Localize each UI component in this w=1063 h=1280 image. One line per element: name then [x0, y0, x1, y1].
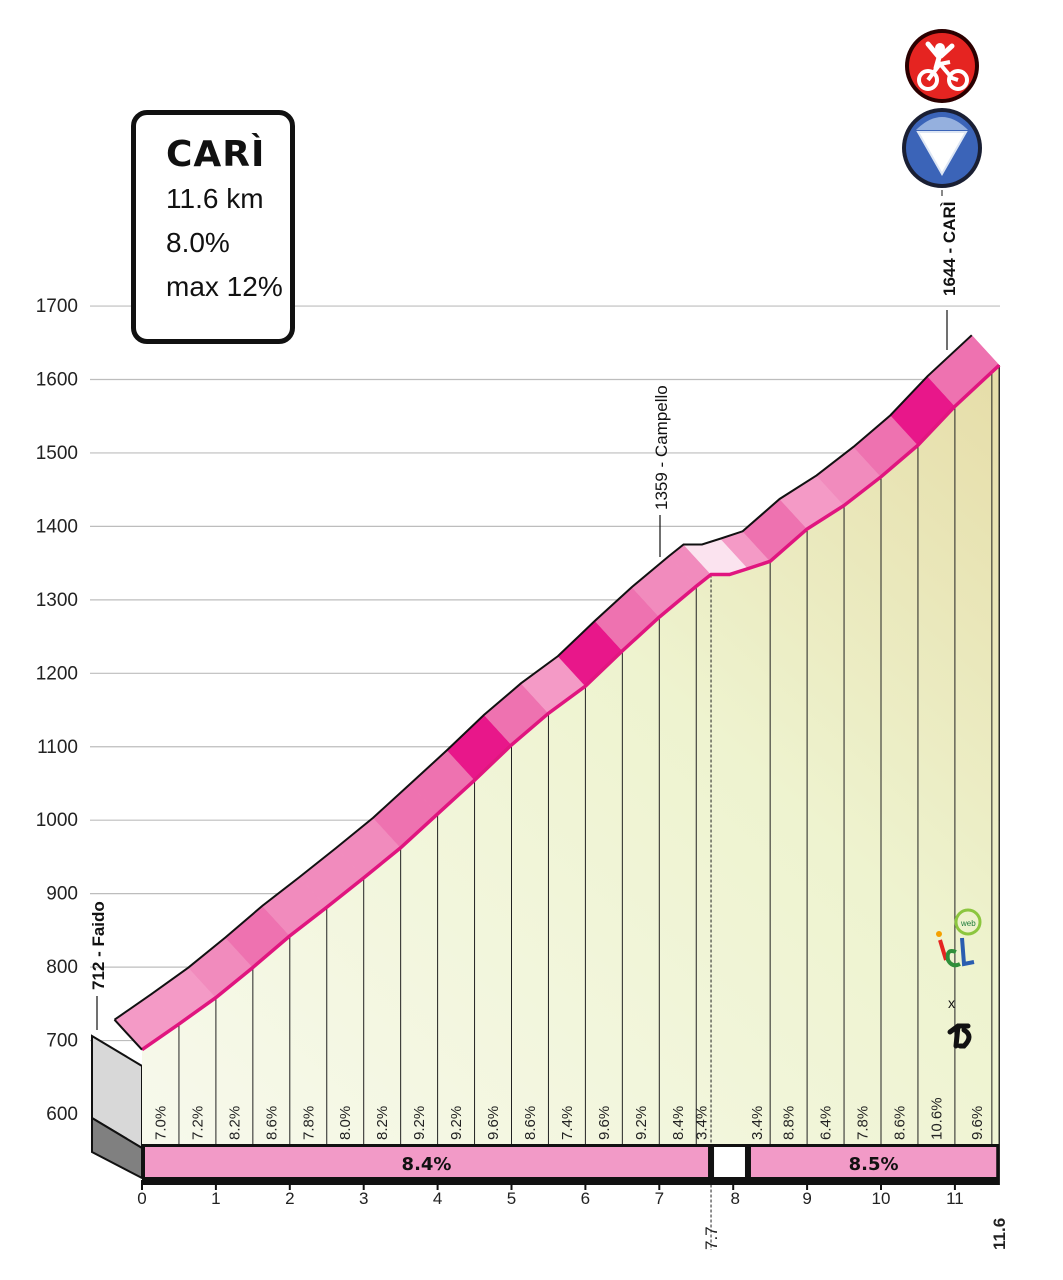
x-tick-label: 0	[137, 1189, 146, 1208]
x-tick-label: 4	[433, 1189, 442, 1208]
x-tick-label: 10	[872, 1189, 891, 1208]
climb-name: CARÌ	[166, 134, 266, 175]
gradient-label: 9.2%	[411, 1106, 428, 1140]
y-tick-label: 600	[46, 1104, 78, 1125]
gradient-label: 7.8%	[300, 1106, 317, 1140]
x-tick-label: 2	[285, 1189, 294, 1208]
gradient-label: 7.8%	[855, 1106, 872, 1140]
climb-info-box: CARÌ 11.6 km 8.0% max 12%	[131, 110, 295, 344]
gradient-label: 6.4%	[818, 1106, 835, 1140]
y-tick-label: 1700	[36, 296, 78, 317]
y-tick-label: 1300	[36, 590, 78, 611]
x-axis: 0 1 2 3 4 5 6 7 8 9 10 11 7.7 11.6	[137, 1180, 1009, 1250]
x-extra-label: 7.7	[702, 1226, 721, 1250]
gradient-label: 8.4%	[670, 1106, 687, 1140]
x-tick-label: 11	[946, 1189, 964, 1208]
climb-max-gradient: max 12%	[166, 271, 283, 302]
base-block	[91, 1034, 143, 1180]
y-tick-label: 1100	[37, 737, 78, 758]
avg-bar-label: 8.5%	[849, 1154, 899, 1175]
gradient-label: 3.4%	[694, 1106, 711, 1140]
x-tick-label: 7	[655, 1189, 664, 1208]
x-tick-label: 9	[802, 1189, 811, 1208]
gradient-label: 8.8%	[781, 1106, 798, 1140]
profile-area	[142, 365, 1000, 1144]
fd-x-cl-web-logo: web x	[936, 908, 982, 1049]
svg-text:web: web	[960, 919, 976, 928]
gradient-label: 8.6%	[522, 1106, 539, 1140]
y-tick-label: 1500	[36, 443, 78, 464]
profile-fill	[142, 365, 1000, 1144]
summit-triangle-icon	[902, 108, 982, 188]
place-annotations: 712 - Faido 1359 - Campello 1644 - CARÌ	[89, 190, 959, 1030]
x-extra-label: 11.6	[990, 1218, 1009, 1250]
gradient-label: 9.6%	[485, 1106, 502, 1140]
y-tick-label: 1600	[36, 370, 78, 391]
climb-length: 11.6 km	[166, 183, 264, 214]
gradient-label: 10.6%	[928, 1097, 945, 1140]
x-tick-label: 1	[211, 1189, 220, 1208]
ribbon-start-edge	[113, 1019, 143, 1051]
gradient-label: 9.6%	[969, 1106, 986, 1140]
y-tick-label: 1200	[36, 663, 78, 684]
gradient-label: 8.6%	[891, 1106, 908, 1140]
place-label-campello: 1359 - Campello	[652, 385, 671, 510]
place-label-faido: 712 - Faido	[89, 901, 108, 990]
avg-bar	[750, 1147, 997, 1177]
profile-ribbon	[113, 334, 1001, 1052]
gradient-label: 8.2%	[226, 1106, 243, 1140]
y-tick-label: 900	[46, 884, 78, 905]
gradient-labels: 7.0% 7.2% 8.2% 8.6% 7.8% 8.0% 8.2% 9.2% 9.2% 9.6%…	[152, 1097, 986, 1140]
gradient-label: 7.4%	[559, 1106, 576, 1140]
gradient-label: 9.2%	[448, 1106, 465, 1140]
y-tick-label: 1000	[36, 810, 78, 831]
y-tick-label: 800	[46, 957, 78, 978]
section-average-bars: 8.4% 8.5%	[142, 1144, 1000, 1180]
x-tick-label: 8	[730, 1189, 739, 1208]
ribbon-bottom-edge	[141, 363, 1001, 1052]
gradient-label: 9.2%	[633, 1106, 650, 1140]
climb-avg-gradient: 8.0%	[166, 227, 230, 258]
ribbon-top-edge	[113, 334, 973, 1021]
gradient-label: 8.6%	[263, 1106, 280, 1140]
x-tick-label: 6	[581, 1189, 590, 1208]
y-axis: 600 700 800 900 1000 1100 1200 1300 1400 1500 1600…	[36, 296, 78, 1125]
avg-bar-label: 8.4%	[402, 1154, 452, 1175]
gradient-label: 9.6%	[596, 1106, 613, 1140]
svg-text:x: x	[948, 995, 955, 1011]
place-label-cari: 1644 - CARÌ	[940, 202, 959, 296]
gradient-label: 7.2%	[189, 1106, 206, 1140]
avg-bar-gap	[714, 1147, 745, 1177]
cyclist-finish-icon	[905, 29, 979, 103]
gradient-label: 8.2%	[374, 1106, 391, 1140]
avg-bar	[145, 1147, 709, 1177]
y-tick-label: 1400	[36, 516, 78, 537]
gradient-label: 7.0%	[152, 1106, 169, 1140]
x-tick-label: 5	[507, 1189, 516, 1208]
x-tick-label: 3	[359, 1189, 368, 1208]
x-axis-line	[142, 1180, 1000, 1185]
y-tick-label: 700	[46, 1031, 78, 1052]
gradient-label: 8.0%	[337, 1106, 354, 1140]
gradient-label: 3.4%	[749, 1106, 766, 1140]
km-dividers	[178, 365, 1000, 1250]
